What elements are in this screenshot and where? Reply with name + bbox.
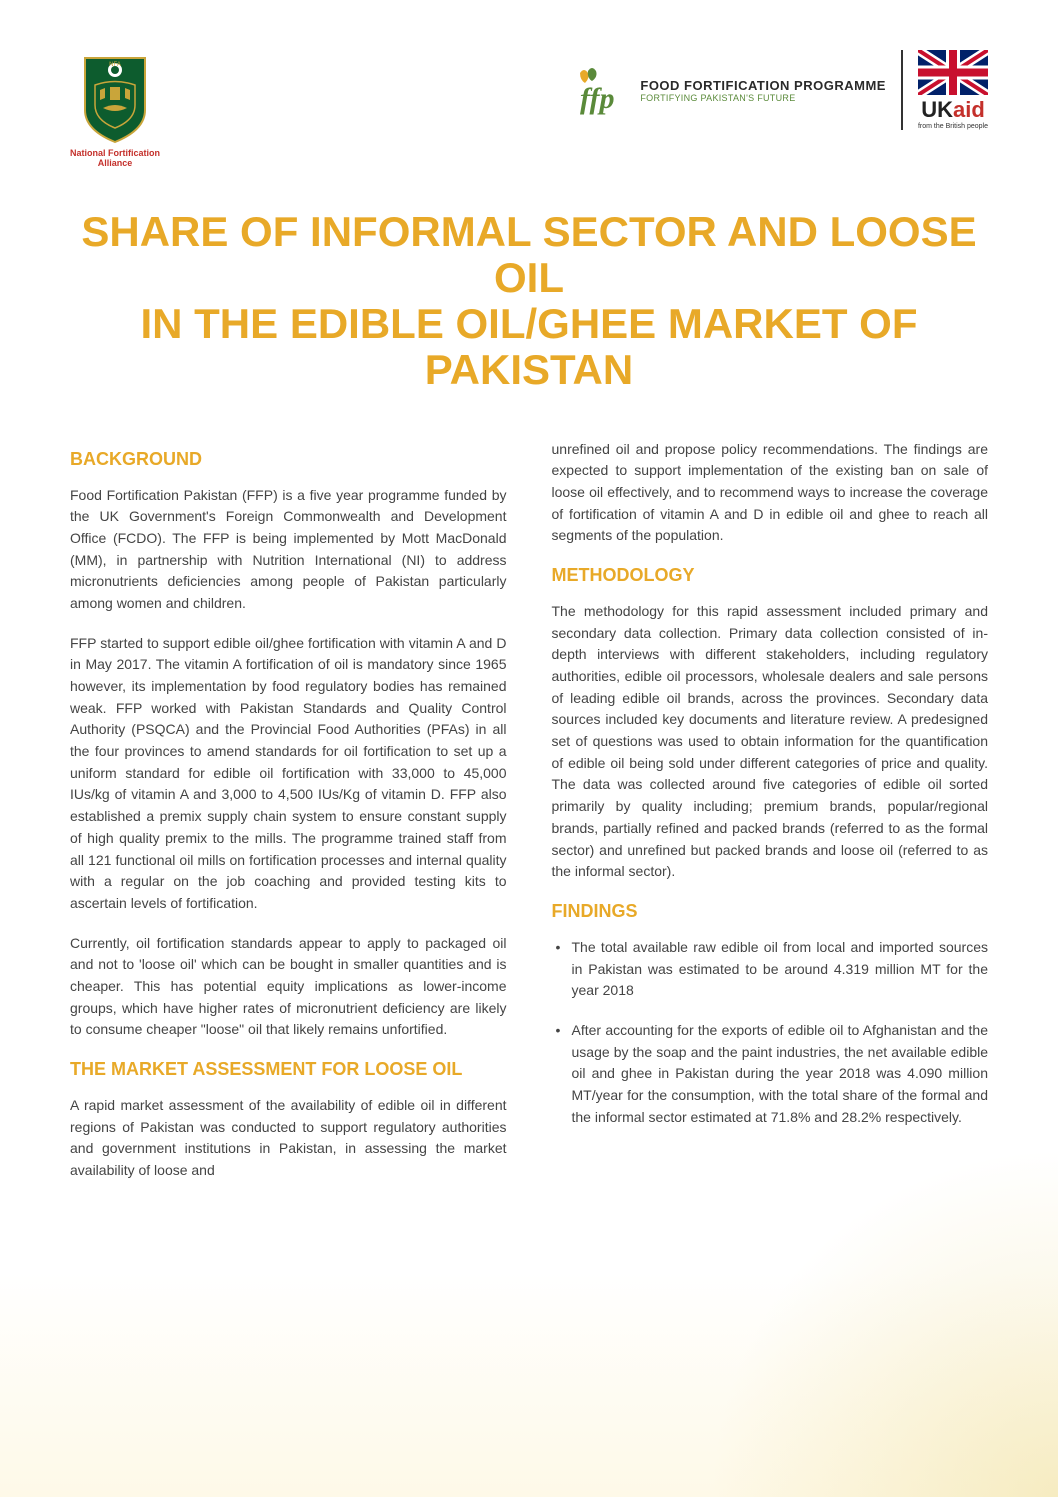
right-column: unrefined oil and propose policy recomme… xyxy=(552,439,989,1200)
background-heading: BACKGROUND xyxy=(70,449,507,470)
ukaid-subtitle: from the British people xyxy=(918,123,988,130)
findings-item: After accounting for the exports of edib… xyxy=(552,1020,989,1128)
nfa-logo-block: NFA National Fortification Alliance xyxy=(70,50,160,169)
market-assessment-para-right: unrefined oil and propose policy recomme… xyxy=(552,439,989,547)
page-header: NFA National Fortification Alliance ffp … xyxy=(70,50,988,169)
svg-text:ffp: ffp xyxy=(580,82,614,115)
background-para-3: Currently, oil fortification standards a… xyxy=(70,933,507,1041)
market-assessment-para-left: A rapid market assessment of the availab… xyxy=(70,1095,507,1182)
nfa-label: National Fortification Alliance xyxy=(70,149,160,169)
main-title: SHARE OF INFORMAL SECTOR AND LOOSE OIL I… xyxy=(70,209,988,394)
findings-heading: FINDINGS xyxy=(552,901,989,922)
ffp-title: FOOD FORTIFICATION PROGRAMME xyxy=(640,78,886,93)
background-para-2: FFP started to support edible oil/ghee f… xyxy=(70,633,507,915)
right-logo-block: ffp FOOD FORTIFICATION PROGRAMME FORTIFY… xyxy=(570,50,988,130)
ffp-logo-block: ffp FOOD FORTIFICATION PROGRAMME FORTIFY… xyxy=(570,63,886,118)
ukaid-text: UKaid xyxy=(921,97,985,123)
findings-item: The total available raw edible oil from … xyxy=(552,937,989,1002)
background-para-1: Food Fortification Pakistan (FFP) is a f… xyxy=(70,485,507,615)
ffp-subtitle: FORTIFYING PAKISTAN'S FUTURE xyxy=(640,93,886,103)
content-columns: BACKGROUND Food Fortification Pakistan (… xyxy=(70,439,988,1200)
uk-flag-icon xyxy=(918,50,988,95)
ffp-flame-icon: ffp xyxy=(570,63,630,118)
left-column: BACKGROUND Food Fortification Pakistan (… xyxy=(70,439,507,1200)
svg-text:NFA: NFA xyxy=(109,62,121,68)
findings-list: The total available raw edible oil from … xyxy=(552,937,989,1129)
methodology-heading: METHODOLOGY xyxy=(552,565,989,586)
ukaid-logo-block: UKaid from the British people xyxy=(901,50,988,130)
methodology-para-1: The methodology for this rapid assessmen… xyxy=(552,601,989,883)
market-assessment-heading: THE MARKET ASSESSMENT FOR LOOSE OIL xyxy=(70,1059,507,1080)
nfa-emblem-icon: NFA xyxy=(75,50,155,145)
ffp-text: FOOD FORTIFICATION PROGRAMME FORTIFYING … xyxy=(640,78,886,103)
